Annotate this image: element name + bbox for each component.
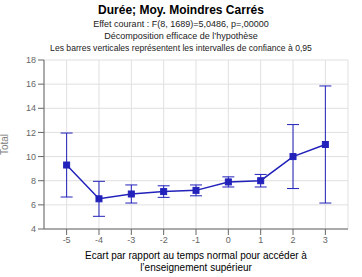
svg-text:-5: -5	[63, 235, 71, 245]
svg-text:3: 3	[323, 235, 328, 245]
svg-text:1: 1	[258, 235, 263, 245]
svg-text:-2: -2	[160, 235, 168, 245]
svg-text:2: 2	[291, 235, 296, 245]
svg-text:4: 4	[31, 224, 36, 234]
html-text:Les barres verticales représen: Les barres verticales représentent les i…	[50, 43, 312, 53]
html-text:Durée; Moy. Moindres Carrés: Durée; Moy. Moindres Carrés	[98, 3, 264, 17]
html-text:Décomposition efficace de l’hy: Décomposition efficace de l’hypothèse	[104, 31, 258, 41]
svg-text:10: 10	[26, 152, 36, 162]
svg-text:-4: -4	[95, 235, 103, 245]
html-text:Effet courant : F(8, 1689)=5,0: Effet courant : F(8, 1689)=5,0486, p=,00…	[93, 19, 269, 29]
html-text:Ecart par rapport au temps nor: Ecart par rapport au temps normal pour a…	[85, 250, 307, 273]
svg-text:16: 16	[26, 79, 36, 89]
svg-text:-3: -3	[127, 235, 135, 245]
svg-text:14: 14	[26, 103, 36, 113]
svg-text:0: 0	[226, 235, 231, 245]
svg-text:-1: -1	[192, 235, 200, 245]
svg-text:12: 12	[26, 128, 36, 138]
svg-text:8: 8	[31, 176, 36, 186]
svg-text:18: 18	[26, 55, 36, 65]
svg-text:6: 6	[31, 200, 36, 210]
svg-text:Total: Total	[8, 134, 10, 155]
